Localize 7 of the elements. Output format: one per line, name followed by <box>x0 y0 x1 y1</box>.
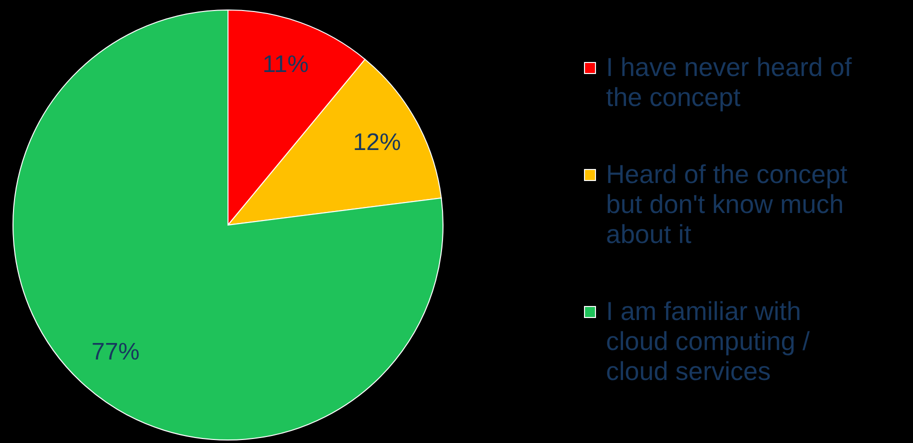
data-label: 77% <box>92 338 140 366</box>
legend-label: I am familiar with cloud computing / cloud services <box>606 296 811 386</box>
data-label: 11% <box>262 51 309 78</box>
data-label: 12% <box>352 129 401 156</box>
legend-label: I have never heard of the concept <box>606 52 852 112</box>
pie-slice <box>12 10 444 440</box>
legend-label: Heard of the concept but don't know much about it <box>606 159 848 249</box>
